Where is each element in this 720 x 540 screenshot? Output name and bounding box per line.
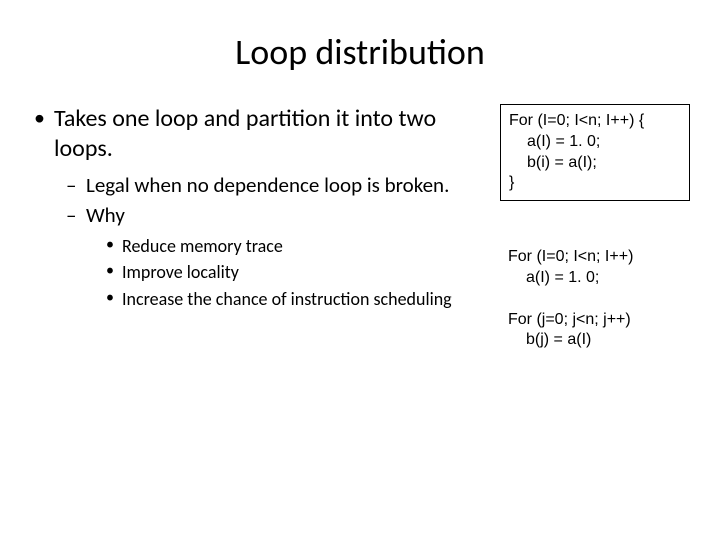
bullet-text: Increase the chance of instruction sched… xyxy=(122,288,452,310)
code-line: For (I=0; I<n; I++) xyxy=(508,248,633,265)
code-line: For (I=0; I<n; I++) { xyxy=(509,112,644,129)
bullet-text: Why xyxy=(86,202,125,228)
bullet-l2-item: Why Reduce memory trace Improve locality… xyxy=(64,202,490,310)
bullet-l2-item: Legal when no dependence loop is broken. xyxy=(64,172,490,198)
bullet-text: Legal when no dependence loop is broken. xyxy=(86,172,449,198)
code-line: b(i) = a(I); xyxy=(509,153,681,174)
bullet-text: Reduce memory trace xyxy=(122,235,283,257)
code-column: For (I=0; I<n; I++) { a(I) = 1. 0; b(i) … xyxy=(500,104,690,357)
code-line: b(j) = a(I) xyxy=(508,330,682,351)
bullet-list-l2: Legal when no dependence loop is broken.… xyxy=(64,172,490,310)
bullet-l1-item: Takes one loop and partition it into two… xyxy=(30,104,490,310)
code-box-original: For (I=0; I<n; I++) { a(I) = 1. 0; b(i) … xyxy=(500,104,690,201)
bullet-l3-item: Improve locality xyxy=(104,261,490,284)
code-line: a(I) = 1. 0; xyxy=(508,268,682,289)
page-title: Loop distribution xyxy=(30,30,690,74)
slide: Loop distribution Takes one loop and par… xyxy=(0,0,720,540)
code-line: } xyxy=(509,174,514,191)
bullet-l3-item: Reduce memory trace xyxy=(104,235,490,258)
content-area: Takes one loop and partition it into two… xyxy=(30,104,690,357)
code-line: a(I) = 1. 0; xyxy=(509,132,681,153)
bullet-text: Improve locality xyxy=(122,261,239,283)
code-line: For (j=0; j<n; j++) xyxy=(508,311,631,328)
bullet-list-l3: Reduce memory trace Improve locality Inc… xyxy=(104,235,490,311)
bullet-text: Takes one loop and partition it into two… xyxy=(54,104,436,163)
code-box-distributed: For (I=0; I<n; I++) a(I) = 1. 0; For (j=… xyxy=(500,241,690,357)
bullet-column: Takes one loop and partition it into two… xyxy=(30,104,490,357)
bullet-list-l1: Takes one loop and partition it into two… xyxy=(30,104,490,310)
bullet-l3-item: Increase the chance of instruction sched… xyxy=(104,288,490,311)
